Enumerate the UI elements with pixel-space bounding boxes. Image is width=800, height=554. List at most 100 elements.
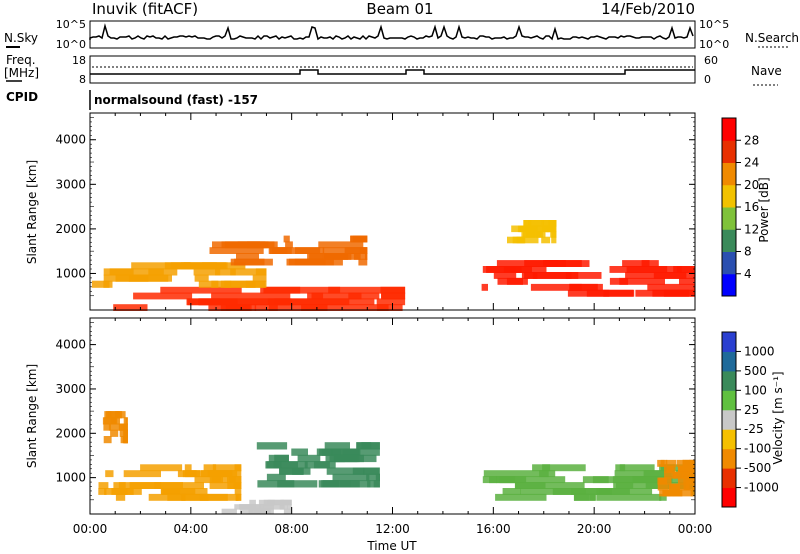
data-cell [379,473,380,482]
data-cell [105,411,113,419]
data-cell [324,442,350,450]
y-tick-label: 3000 [55,177,86,191]
data-cell [239,504,261,510]
colorbar-swatch [722,448,736,469]
data-cell [263,286,341,294]
colorbar-label: 8 [744,245,752,259]
data-cell [209,247,264,254]
data-cell [263,499,284,506]
data-cell [131,262,191,270]
data-cell [229,476,242,484]
data-cell [277,480,318,488]
data-cell [256,442,288,450]
x-tick-label: 16:00 [476,522,511,536]
data-cell [489,476,566,484]
data-cell [230,268,267,276]
data-cell [103,280,110,288]
data-cell [496,260,559,267]
x-tick-label: 20:00 [577,522,612,536]
data-cell [658,477,672,485]
data-cell [519,225,538,233]
data-cell [353,253,368,260]
data-cell [502,488,521,495]
x-tick-label: 08:00 [274,522,309,536]
colorbar-swatch [722,140,736,163]
data-cell [615,464,626,472]
data-cell [340,480,371,488]
data-cell [657,483,669,491]
region-2 [286,258,334,266]
data-cell [647,283,695,291]
station-title: Inuvik (fitACF) [92,0,198,18]
colorbar-label: 100 [744,383,767,397]
data-cell [331,448,361,456]
data-cell [103,423,111,431]
data-cell [268,454,289,463]
data-cell [113,482,126,489]
region-5 [663,489,675,497]
data-cell [123,470,161,478]
data-cell [690,489,695,497]
data-cell [220,280,256,288]
data-cell [482,476,497,484]
data-cell [127,429,128,437]
data-cell [193,268,221,276]
colorbar-swatch [722,118,736,141]
velocity-colorbar: -1000 -500 -100 -25 25 100 500 1000 [721,331,779,508]
data-cell [366,473,380,482]
data-cell [91,280,113,288]
data-cell [356,442,372,450]
colorbar-swatch [722,207,736,230]
data-cell [348,292,380,300]
data-cell [515,482,585,489]
data-cell [108,423,123,431]
colorbar-label: -100 [744,442,771,456]
colorbar-frame [721,331,737,508]
data-cell [481,283,488,291]
data-cell [376,298,406,306]
data-cell [534,225,555,233]
data-cell [332,473,370,482]
data-cell [381,292,406,300]
data-cell [342,448,380,456]
data-cell [673,483,690,491]
region-1 [245,280,266,288]
data-cell [552,488,630,495]
nave-label: Nave [751,64,782,78]
data-cell [123,423,128,431]
data-cell [257,480,295,488]
data-cell [107,411,119,419]
data-cell [514,482,546,489]
y-tick-label: 3000 [55,382,86,396]
power-panel: 1000 2000 3000 4000 Slant Range [km] 4 8 12 16… [25,112,771,311]
data-cell [109,268,164,276]
data-cell [678,489,693,497]
date-title: 14/Feb/2010 [601,0,695,18]
colorbar-swatch [722,229,736,252]
colorbar-swatch [722,184,736,208]
data-cell [194,476,221,484]
data-cell [160,286,242,294]
data-cell [266,461,308,469]
nsearch-label: N.Search [745,31,799,45]
data-cell [550,231,557,238]
data-cell [209,482,242,489]
colorbar-swatch [722,390,736,411]
nsky-strip-frame [89,20,696,49]
data-cell [224,241,269,249]
data-cell [541,220,557,227]
data-cell [266,473,286,482]
data-cell [328,286,406,294]
data-cell [322,247,368,254]
data-cell [586,289,634,297]
cpid-value: normalsound (fast) -157 [94,93,258,107]
data-cell [596,488,612,495]
data-cell [497,277,523,285]
data-cell [140,464,183,472]
data-cell [234,488,242,495]
colorbar-label: -1000 [744,481,779,495]
freq-tick-bottom: 8 [79,73,86,86]
region-4 [659,493,667,501]
data-cell [287,504,292,510]
freq-strip-frame [89,55,696,84]
